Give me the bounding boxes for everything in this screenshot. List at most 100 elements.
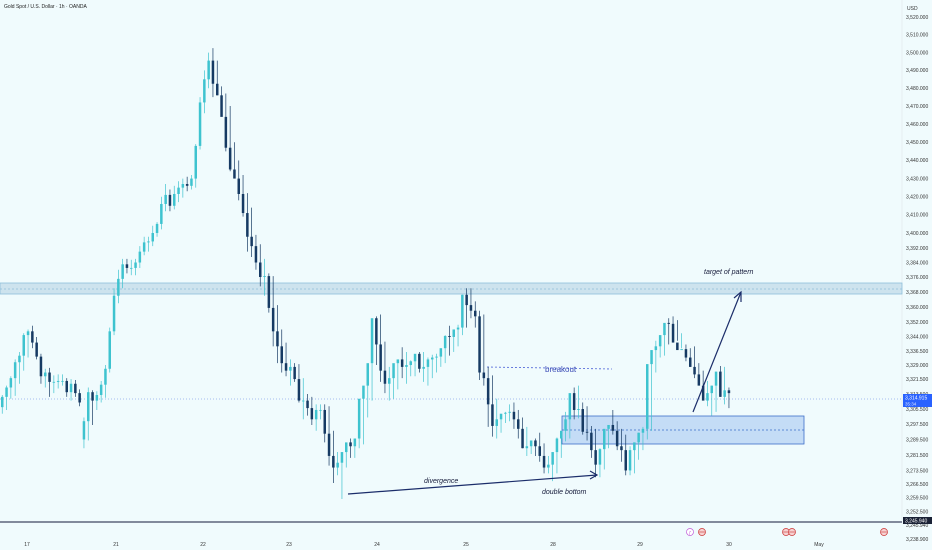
candle-body <box>168 194 172 206</box>
candle <box>542 443 546 474</box>
y-tick-label: 3,392.000 <box>906 246 928 252</box>
currency-label: USD <box>907 6 918 12</box>
candle-body <box>142 242 146 252</box>
y-tick-label: 3,297.500 <box>906 422 928 428</box>
candle <box>35 336 38 360</box>
candle-body <box>241 193 245 214</box>
candle <box>69 379 73 401</box>
y-tick-label: 3,368.000 <box>906 290 928 296</box>
candle-body <box>31 331 34 343</box>
candle-body <box>560 430 563 439</box>
candle-body <box>555 438 559 453</box>
candle <box>112 288 116 336</box>
price-axis[interactable]: 3,520.000 3,510.000 3,500.000 3,490.000 3,48… <box>906 15 928 543</box>
candle-body <box>104 368 107 385</box>
event-flag-icon[interactable] <box>698 528 706 536</box>
current-price-value: 3,314.915 <box>905 396 927 402</box>
target-label: target of pattern <box>704 269 754 276</box>
candle <box>306 394 309 416</box>
candle-body <box>542 455 546 468</box>
candle <box>603 428 606 470</box>
candle <box>676 320 679 351</box>
candle-body <box>44 372 47 377</box>
resistance-zone <box>0 282 903 295</box>
candle <box>362 385 365 445</box>
event-markers: ƒ <box>686 528 888 536</box>
candle <box>52 375 56 394</box>
y-tick-label: 3,321.500 <box>906 377 928 383</box>
candle <box>465 288 468 328</box>
candle-countdown: 35:34 <box>905 402 917 407</box>
candle-body <box>151 233 154 242</box>
candle-body <box>443 336 447 349</box>
candle-body <box>431 357 434 360</box>
candle-body <box>504 412 507 414</box>
candle <box>727 387 731 409</box>
event-flag-icon[interactable]: ƒ <box>686 528 694 536</box>
candle <box>714 371 718 412</box>
y-tick-label: 3,245.940 <box>906 523 928 529</box>
y-tick-label: 3,400.000 <box>906 231 928 237</box>
candle-body <box>706 393 709 401</box>
candle-body <box>259 262 262 277</box>
candle-body <box>13 362 17 379</box>
candle <box>173 185 176 210</box>
candle-body <box>194 145 197 179</box>
candle-body <box>271 307 275 332</box>
candle <box>723 366 726 405</box>
candle <box>56 374 60 389</box>
divergence-label: divergence <box>424 478 458 485</box>
candle <box>233 142 236 179</box>
candle <box>336 452 339 476</box>
y-tick-label: 3,500.000 <box>906 50 928 56</box>
candle <box>456 324 460 347</box>
y-tick-label: 3,360.000 <box>906 305 928 311</box>
candle <box>280 329 283 373</box>
candle <box>39 353 43 384</box>
candle <box>1 394 4 414</box>
y-tick-label: 3,259.500 <box>906 496 928 502</box>
candle <box>641 426 645 451</box>
candle-body <box>345 442 348 453</box>
candle-body <box>99 384 103 395</box>
candle-body <box>637 432 640 443</box>
candle-body <box>87 392 90 422</box>
candle <box>439 348 443 367</box>
candle-body <box>581 409 584 432</box>
candle-body <box>452 329 455 337</box>
time-axis[interactable]: 17 21 22 23 24 25 28 29 30 May <box>24 542 824 548</box>
candle <box>147 236 150 252</box>
candle <box>607 424 610 449</box>
candle-body <box>138 251 142 263</box>
candle-body <box>112 295 116 332</box>
candle-body <box>654 346 658 351</box>
candle <box>577 385 580 419</box>
candle-body <box>319 409 322 411</box>
candle <box>512 402 516 429</box>
event-flag-icon[interactable] <box>880 528 888 536</box>
candle-body <box>572 393 576 410</box>
svg-text:ƒ: ƒ <box>689 530 692 535</box>
event-flag-icon[interactable] <box>788 528 796 536</box>
candle-body <box>48 372 51 382</box>
candle-body <box>534 440 537 447</box>
candle <box>74 380 77 397</box>
candle-body <box>607 424 610 429</box>
candle-body <box>349 442 352 447</box>
target-arrow-line <box>692 291 742 413</box>
candle-body <box>375 318 378 345</box>
candle-body <box>108 331 111 369</box>
candle-body <box>594 450 597 465</box>
candle <box>164 184 167 212</box>
candle <box>684 344 688 362</box>
candle-body <box>362 385 365 399</box>
candle <box>61 374 64 386</box>
candle <box>710 385 713 416</box>
candle <box>547 455 550 474</box>
candle <box>435 353 438 373</box>
candle-body <box>61 380 64 382</box>
candle-body <box>117 278 120 296</box>
candle-body <box>306 400 309 409</box>
candle-body <box>250 236 253 247</box>
